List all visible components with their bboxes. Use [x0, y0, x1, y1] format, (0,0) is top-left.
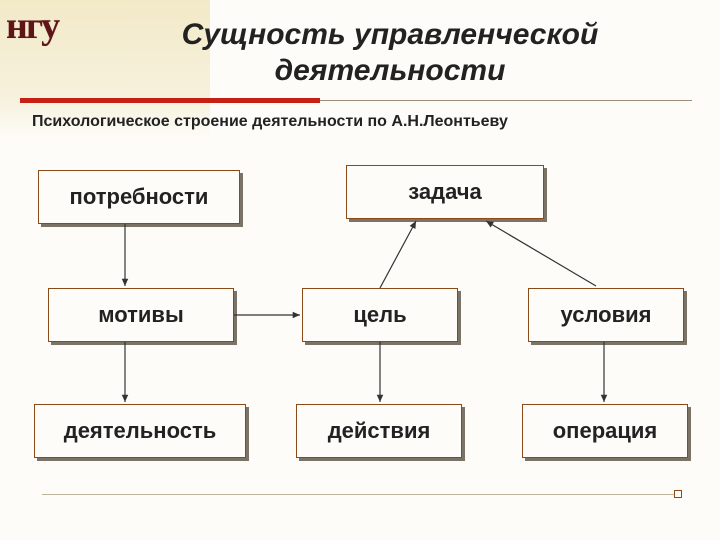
- node-label: цель: [353, 302, 406, 328]
- node-label: деятельность: [64, 418, 217, 444]
- node-label: действия: [328, 418, 431, 444]
- node-label: задача: [408, 179, 482, 205]
- node-actions: действия: [296, 404, 462, 458]
- node-label: потребности: [70, 184, 209, 210]
- node-goal: цель: [302, 288, 458, 342]
- node-conditions: условия: [528, 288, 684, 342]
- divider-gray: [320, 100, 692, 101]
- title-divider: [20, 98, 692, 103]
- node-label: условия: [561, 302, 652, 328]
- footer-line: [42, 494, 678, 495]
- logo: нгу: [6, 4, 58, 48]
- node-motives: мотивы: [48, 288, 234, 342]
- node-label: мотивы: [98, 302, 184, 328]
- node-operation: операция: [522, 404, 688, 458]
- node-activity: деятельность: [34, 404, 246, 458]
- node-label: операция: [553, 418, 658, 444]
- slide: { "canvas": { "width": 720, "height": 54…: [0, 0, 720, 540]
- title-line-2: деятельности: [110, 54, 670, 88]
- title-line-1: Сущность управленческой: [110, 18, 670, 52]
- divider-red: [20, 98, 320, 103]
- subtitle: Психологическое строение деятельности по…: [32, 113, 508, 131]
- node-needs: потребности: [38, 170, 240, 224]
- node-task: задача: [346, 165, 544, 219]
- footer-square: [674, 490, 682, 498]
